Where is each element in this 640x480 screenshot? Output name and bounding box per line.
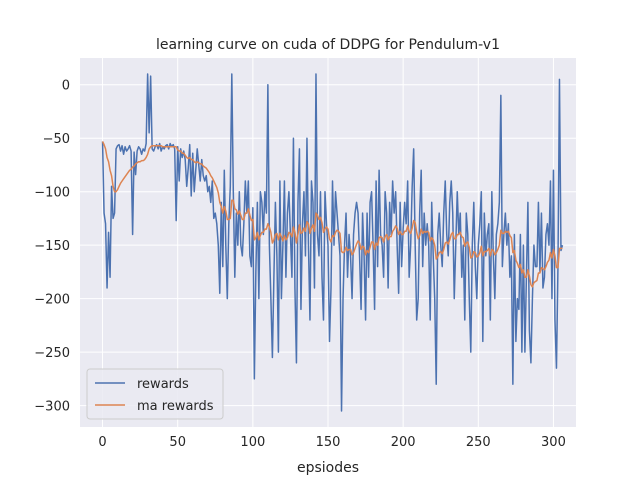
x-axis-label: epsiodes xyxy=(297,460,359,476)
y-tick-label: −300 xyxy=(34,400,70,415)
series-lines xyxy=(101,73,564,412)
x-tick-label: 0 xyxy=(98,435,106,450)
y-tick-label: −50 xyxy=(43,132,70,147)
chart-title: learning curve on cuda of DDPG for Pendu… xyxy=(156,37,500,53)
tick-labels: 0 50 100 150 200 250 300 0 −50 −100 −150 −200 −250 −3… xyxy=(34,79,566,450)
y-tick-label: −150 xyxy=(34,239,70,254)
legend-ma-rewards-label: ma rewards xyxy=(137,399,214,414)
y-tick-label: −200 xyxy=(34,293,70,308)
y-tick-label: −250 xyxy=(34,346,70,361)
x-tick-label: 50 xyxy=(169,435,186,450)
ma-rewards-line xyxy=(101,141,563,288)
x-tick-label: 150 xyxy=(316,435,341,450)
y-tick-label: −100 xyxy=(34,186,70,201)
legend-rewards-label: rewards xyxy=(137,377,189,392)
legend-box xyxy=(86,368,224,420)
rewards-line xyxy=(101,73,564,412)
y-tick-label: 0 xyxy=(62,79,70,94)
x-tick-label: 300 xyxy=(541,435,566,450)
x-tick-label: 250 xyxy=(466,435,491,450)
x-tick-label: 100 xyxy=(240,435,265,450)
x-tick-label: 200 xyxy=(391,435,416,450)
legend: rewards ma rewards xyxy=(86,368,224,420)
